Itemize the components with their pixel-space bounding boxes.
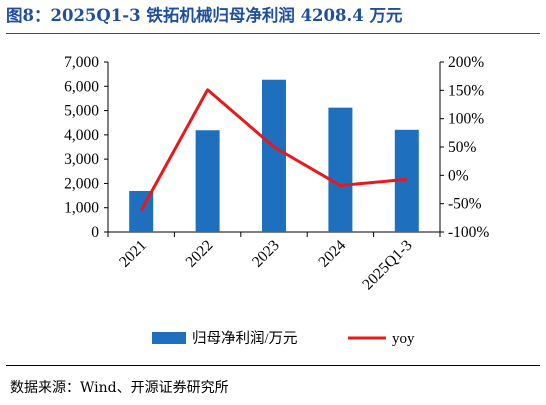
y-right-tick-label: 100% [448, 111, 484, 128]
y-right-tick-label: -50% [448, 196, 482, 213]
y-left-tick-label: 6,000 [64, 78, 99, 95]
bar-2022 [195, 130, 220, 232]
bar-2023 [262, 79, 286, 232]
y-left-tick-label: 3,000 [64, 151, 99, 168]
x-tick-label: 2021 [116, 237, 150, 271]
legend-bar-label: 归母净利润/万元 [192, 330, 298, 347]
bar-2024 [328, 107, 353, 232]
y-left-tick-label: 7,000 [64, 54, 99, 71]
legend-bar-swatch [152, 332, 186, 344]
source-divider [6, 365, 540, 366]
x-tick-label: 2022 [182, 237, 216, 271]
x-tick-label: 2025Q1-3 [359, 237, 416, 294]
legend-line-label: yoy [392, 331, 415, 347]
source-note: 数据来源：Wind、开源证券研究所 [10, 380, 229, 396]
title-divider [6, 33, 540, 34]
y-right-tick-label: 200% [448, 54, 484, 71]
chart-title: 图8：2025Q1-3 铁拓机械归母净利润 4208.4 万元 [6, 6, 403, 25]
y-right-tick-label: 150% [448, 82, 484, 99]
y-left-tick-label: 0 [91, 224, 99, 241]
y-left-tick-label: 2,000 [64, 175, 99, 192]
y-right-tick-label: -100% [448, 224, 489, 241]
y-left-tick-label: 4,000 [64, 127, 99, 144]
y-right-tick-label: 50% [448, 139, 477, 156]
x-tick-label: 2023 [249, 237, 283, 271]
y-right-tick-label: 0% [448, 167, 469, 184]
y-left-tick-label: 1,000 [64, 200, 99, 217]
y-left-tick-label: 5,000 [64, 103, 99, 120]
x-tick-label: 2024 [315, 237, 349, 271]
